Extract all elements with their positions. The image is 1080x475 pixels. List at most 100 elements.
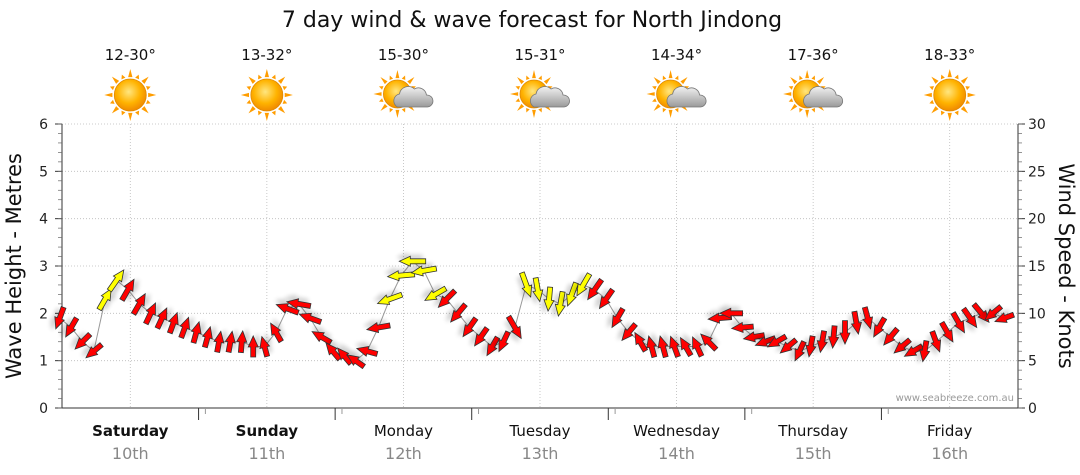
sun-ray bbox=[135, 74, 140, 80]
wind-arrow bbox=[859, 306, 874, 333]
wind-arrow-body bbox=[700, 333, 719, 352]
wind-arrow bbox=[236, 328, 252, 354]
sun-ray bbox=[674, 75, 679, 81]
day-label: Wednesday bbox=[633, 422, 720, 440]
cloud-shape bbox=[803, 86, 844, 108]
temperature-label: 14-34° bbox=[651, 46, 702, 64]
sun-ray bbox=[389, 75, 394, 81]
wind-arrow-body bbox=[213, 330, 225, 353]
sunny-icon bbox=[923, 69, 976, 121]
wind-arrow bbox=[224, 329, 240, 353]
sun-ray bbox=[380, 103, 388, 111]
wave-height-line bbox=[59, 260, 1005, 362]
wind-arrow-body bbox=[424, 285, 448, 301]
sun-ray bbox=[277, 76, 286, 84]
wind-arrow bbox=[582, 277, 605, 301]
wind-arrow-body bbox=[839, 320, 851, 345]
wind-arrow-body bbox=[410, 265, 438, 277]
wind-arrow bbox=[384, 267, 416, 282]
sun-ray bbox=[538, 75, 542, 81]
left-tick-label: 3 bbox=[39, 259, 48, 275]
sun-ray bbox=[282, 99, 288, 104]
sun-ray bbox=[282, 86, 288, 91]
sun-ray bbox=[788, 86, 794, 90]
chart-title: 7 day wind & wave forecast for North Jin… bbox=[282, 8, 782, 33]
wind-arrow bbox=[166, 311, 183, 335]
right-tick-label: 25 bbox=[1028, 164, 1046, 180]
wind-arrow-body bbox=[178, 316, 190, 340]
sun-ray bbox=[652, 98, 657, 102]
sun-ray bbox=[271, 74, 276, 80]
sun-ray bbox=[817, 77, 825, 85]
wind-arrow-body bbox=[519, 271, 533, 298]
wind-arrow bbox=[433, 288, 458, 309]
wind-arrow-body bbox=[259, 335, 271, 358]
sun-ray bbox=[680, 77, 688, 85]
wind-arrow-body bbox=[462, 316, 479, 338]
wind-arrow-body bbox=[190, 320, 202, 344]
sun-ray bbox=[923, 92, 932, 98]
wind-arrow-body bbox=[532, 276, 544, 303]
sun-ray bbox=[109, 99, 115, 104]
wind-arrow bbox=[420, 284, 448, 301]
wind-arrow-body bbox=[961, 306, 978, 329]
wind-arrow bbox=[927, 330, 942, 357]
wind-arrow bbox=[539, 286, 555, 314]
wind-arrow bbox=[458, 316, 479, 338]
sun-ray bbox=[246, 99, 252, 104]
temperature-label: 18-33° bbox=[924, 46, 975, 64]
sun-ray bbox=[248, 106, 256, 114]
partly-cloudy-icon bbox=[373, 70, 434, 118]
sun-ray bbox=[805, 109, 810, 118]
wind-arrow-body bbox=[680, 336, 694, 358]
wind-arrow-body bbox=[270, 322, 284, 344]
wind-arrow bbox=[494, 330, 511, 353]
day-label: Friday bbox=[927, 422, 973, 440]
partly-cloudy-icon bbox=[510, 70, 570, 118]
sun-ray bbox=[121, 110, 126, 116]
sun-ray bbox=[517, 103, 525, 111]
wind-arrow bbox=[445, 302, 468, 323]
sun-ray bbox=[277, 106, 286, 114]
sun-ray bbox=[264, 69, 270, 78]
sun-ray bbox=[662, 75, 667, 81]
wind-arrow-body bbox=[106, 269, 125, 293]
wind-arrow-body bbox=[883, 326, 900, 346]
day-date: 15th bbox=[795, 444, 832, 463]
wind-arrow-body bbox=[692, 336, 705, 358]
day-date: 12th bbox=[385, 444, 422, 463]
right-axis-ticks: 0 5 10 15 20 25 30 bbox=[1018, 117, 1046, 417]
wind-arrow bbox=[716, 304, 744, 319]
wind-arrow bbox=[81, 341, 104, 359]
sun-ray bbox=[799, 107, 803, 113]
wind-arrow bbox=[868, 316, 888, 338]
sun-ray bbox=[240, 92, 249, 98]
sun-ray bbox=[931, 76, 939, 84]
right-tick-label: 20 bbox=[1028, 212, 1046, 228]
left-tick-label: 4 bbox=[39, 212, 48, 228]
wind-arrow bbox=[50, 306, 67, 331]
y-right-axis-title: Wind Speed - Knots bbox=[1054, 163, 1078, 368]
gridlines bbox=[62, 123, 1018, 408]
wind-arrow-body bbox=[365, 322, 391, 334]
sun-ray bbox=[248, 76, 256, 84]
sunny-icon bbox=[104, 69, 157, 121]
day-labels: Saturday 10th Sunday 11th Monday 12th Tuesday 1… bbox=[92, 408, 973, 463]
wind-arrow bbox=[607, 306, 626, 329]
sun-ray bbox=[395, 70, 400, 79]
wind-arrow-body bbox=[598, 287, 616, 310]
sun-ray bbox=[515, 98, 521, 102]
wind-arrow-shadow bbox=[751, 333, 772, 344]
wind-arrow-body bbox=[646, 335, 658, 359]
sun-ray bbox=[145, 99, 151, 104]
wind-arrow-body bbox=[355, 346, 379, 357]
sun-ray bbox=[790, 103, 798, 111]
wind-arrow-shadow bbox=[763, 332, 783, 345]
wind-arrow bbox=[70, 331, 93, 350]
wind-arrow-body bbox=[850, 310, 862, 335]
sun-ray bbox=[674, 107, 679, 113]
sun-ray bbox=[271, 110, 276, 116]
day-label: Tuesday bbox=[508, 422, 570, 440]
wind-arrow-body bbox=[154, 307, 168, 330]
